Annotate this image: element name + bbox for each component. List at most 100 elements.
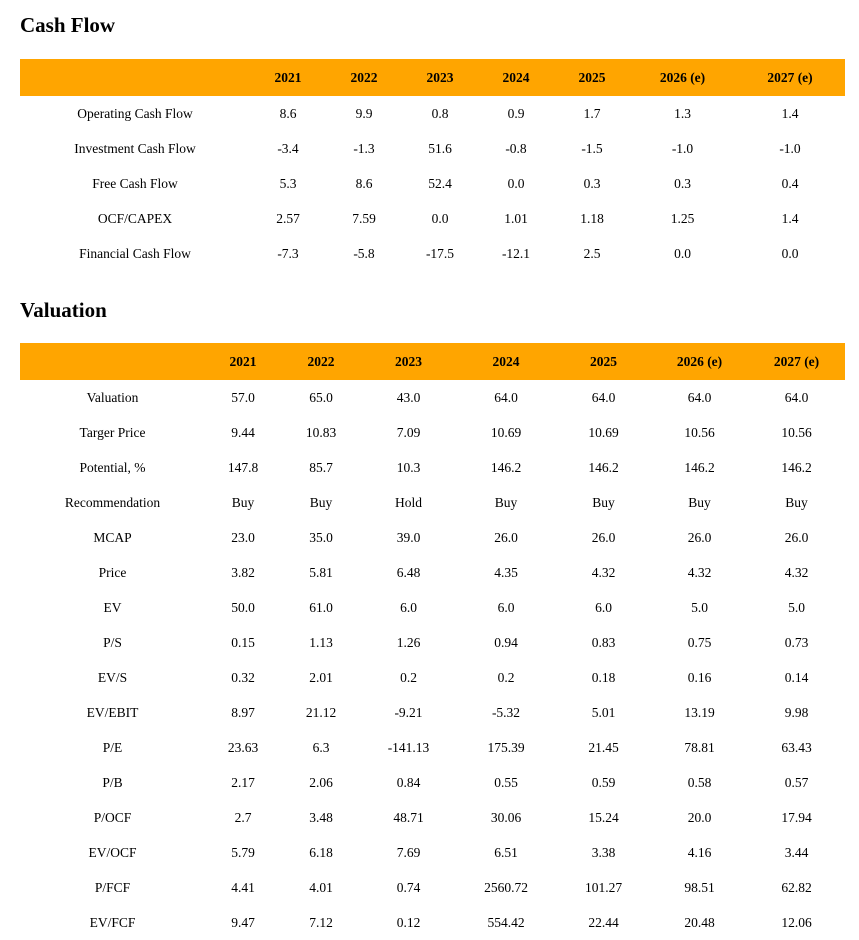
row-label: EV/OCF [88, 844, 137, 860]
row-label: P/S [103, 634, 122, 650]
value-cell: 0.0 [507, 175, 525, 191]
value-cell: Buy [494, 494, 518, 510]
value-cell: 8.97 [231, 704, 255, 720]
row-label: Financial Cash Flow [79, 245, 191, 261]
row-label-header [20, 343, 205, 381]
value-cell: 0.0 [431, 210, 449, 226]
value-cell: 7.12 [309, 914, 333, 930]
value-cell: 0.3 [583, 175, 601, 191]
value-cell: -0.8 [505, 140, 527, 156]
table-row: EV/FCF 9.47 7.12 0.12 554.42 22.44 20.48 12.06 [20, 905, 845, 940]
table-row: Recommendation Buy Buy Hold Buy Buy Buy Buy [20, 485, 845, 520]
table-row: P/B 2.17 2.06 0.84 0.55 0.59 0.58 0.57 [20, 765, 845, 800]
value-cell: 0.14 [784, 669, 809, 685]
value-cell: 98.51 [684, 879, 715, 895]
value-cell: 101.27 [584, 879, 623, 895]
value-cell: 21.12 [305, 704, 337, 720]
value-cell: 3.82 [231, 564, 255, 580]
value-cell: 6.51 [494, 844, 518, 860]
value-cell: 0.94 [494, 634, 518, 650]
value-cell: 5.0 [691, 599, 708, 615]
value-cell: 1.3 [674, 105, 691, 121]
value-cell: 64.0 [784, 389, 809, 405]
value-cell: 0.16 [687, 669, 712, 685]
value-cell: 1.7 [583, 105, 601, 121]
value-cell: 64.0 [591, 389, 616, 405]
value-cell: 4.16 [687, 844, 712, 860]
table-row: Investment Cash Flow -3.4 -1.3 51.6 -0.8 -1.5… [20, 131, 845, 166]
cash-flow-heading: Cash Flow [20, 13, 116, 37]
value-cell: 23.0 [231, 529, 255, 545]
value-cell: 0.57 [784, 774, 809, 790]
valuation-table: 2021 2022 2023 2024 2025 2026 (e) 2027 (e) Val… [20, 343, 845, 940]
table-row: EV 50.0 61.0 6.0 6.0 6.0 5.0 5.0 [20, 590, 845, 625]
value-cell: 1.25 [670, 210, 695, 226]
value-cell: 10.69 [588, 424, 619, 440]
table-row: Operating Cash Flow 8.6 9.9 0.8 0.9 1.7 1.3 1.4 [20, 96, 845, 131]
value-cell: 65.0 [309, 389, 333, 405]
value-cell: -17.5 [425, 245, 455, 261]
value-cell: 5.81 [309, 564, 333, 580]
value-cell: -3.4 [277, 140, 299, 156]
value-cell: 3.48 [309, 809, 333, 825]
year-column-header: 2027 (e) [735, 59, 845, 97]
value-cell: 2.01 [309, 669, 333, 685]
year-column-header: 2021 [205, 343, 281, 381]
value-cell: 1.01 [504, 210, 528, 226]
value-cell: 5.01 [591, 704, 616, 720]
value-cell: 4.32 [784, 564, 809, 580]
value-cell: 85.7 [309, 459, 333, 475]
value-cell: 7.09 [396, 424, 421, 440]
value-cell: 4.41 [231, 879, 255, 895]
value-cell: 22.44 [588, 914, 619, 930]
row-label: Recommendation [64, 494, 161, 510]
row-label: Valuation [86, 389, 139, 405]
table-row: Potential, % 147.8 85.7 10.3 146.2 146.2 146.2… [20, 450, 845, 485]
row-label: Targer Price [79, 424, 146, 440]
row-label: Price [98, 564, 127, 580]
table-row: Financial Cash Flow -7.3 -5.8 -17.5 -12.1 2.5… [20, 236, 845, 271]
row-label: EV/S [97, 669, 128, 685]
value-cell: 0.73 [784, 634, 809, 650]
value-cell: 4.32 [591, 564, 616, 580]
value-cell: 0.3 [674, 175, 691, 191]
value-cell: 10.83 [305, 424, 337, 440]
value-cell: 12.06 [781, 914, 812, 930]
year-column-header: 2021 [250, 59, 326, 97]
value-cell: 9.9 [355, 105, 373, 121]
value-cell: 1.13 [309, 634, 333, 650]
value-cell: Buy [688, 494, 711, 510]
row-label: P/FCF [94, 879, 131, 895]
table-row: EV/OCF 5.79 6.18 7.69 6.51 3.38 4.16 3.44 [20, 835, 845, 870]
value-cell: 21.45 [588, 739, 619, 755]
year-column-header: 2026 (e) [630, 59, 735, 97]
table-row: EV/S 0.32 2.01 0.2 0.2 0.18 0.16 0.14 [20, 660, 845, 695]
table-row: EV/EBIT 8.97 21.12 -9.21 -5.32 5.01 13.19 9.98 [20, 695, 845, 730]
year-column-header: 2024 [478, 59, 554, 97]
cash-flow-header-row: 2021 2022 2023 2024 2025 2026 (e) 2027 (e) [20, 59, 845, 97]
row-label: P/B [102, 774, 123, 790]
year-column-header: 2022 [281, 343, 361, 381]
row-label: Free Cash Flow [92, 175, 178, 191]
value-cell: 0.32 [231, 669, 255, 685]
row-label: EV/FCF [89, 914, 136, 930]
value-cell: 39.0 [396, 529, 421, 545]
table-row: P/S 0.15 1.13 1.26 0.94 0.83 0.75 0.73 [20, 625, 845, 660]
value-cell: 8.6 [355, 175, 373, 191]
value-cell: 8.6 [279, 105, 297, 121]
row-label: Investment Cash Flow [74, 140, 196, 156]
value-cell: 26.0 [687, 529, 712, 545]
value-cell: 0.55 [494, 774, 518, 790]
table-row: Price 3.82 5.81 6.48 4.35 4.32 4.32 4.32 [20, 555, 845, 590]
value-cell: 2.17 [231, 774, 255, 790]
year-column-header: 2023 [402, 59, 478, 97]
value-cell: 7.69 [396, 844, 421, 860]
value-cell: -141.13 [387, 739, 430, 755]
value-cell: 52.4 [428, 175, 452, 191]
value-cell: 6.0 [400, 599, 417, 615]
value-cell: 9.44 [231, 424, 255, 440]
value-cell: 7.59 [352, 210, 376, 226]
value-cell: -12.1 [501, 245, 531, 261]
value-cell: 26.0 [591, 529, 616, 545]
